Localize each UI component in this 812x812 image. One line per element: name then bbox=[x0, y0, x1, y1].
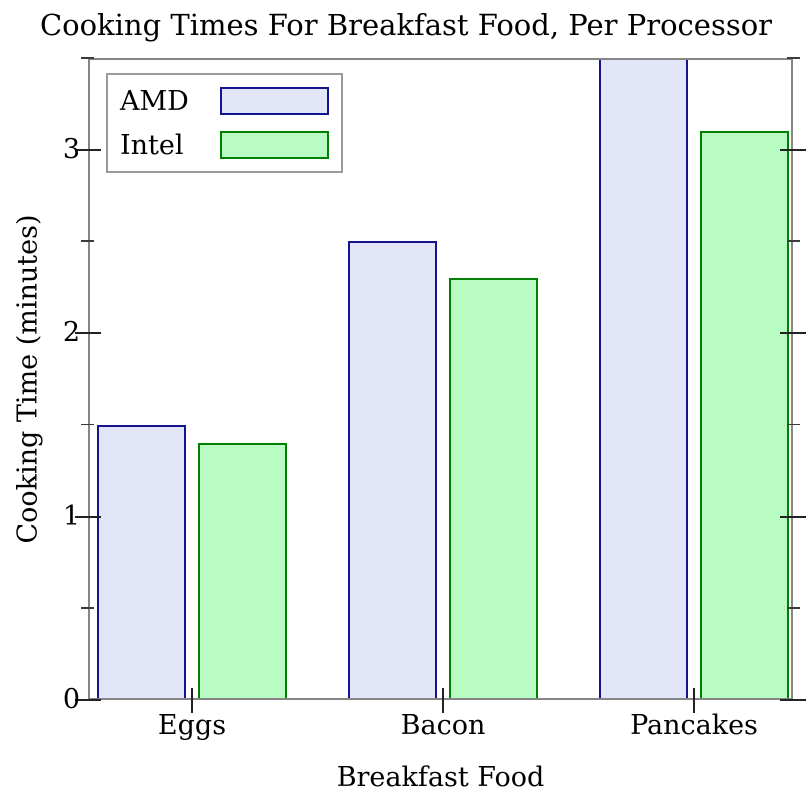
y-major-tick-right bbox=[780, 515, 806, 518]
bar-intel-pancakes bbox=[700, 131, 789, 700]
y-minor-tick-right bbox=[787, 240, 800, 243]
y-major-tick-right bbox=[780, 148, 806, 151]
y-minor-tick-right bbox=[787, 423, 800, 426]
y-minor-tick-right bbox=[787, 607, 800, 609]
y-minor-tick-left bbox=[81, 240, 94, 243]
y-major-tick-right bbox=[780, 699, 806, 701]
x-tick-label-eggs: Eggs bbox=[157, 710, 227, 741]
legend-swatch-intel bbox=[219, 131, 329, 159]
legend-swatch-amd bbox=[219, 87, 329, 115]
bar-intel-eggs bbox=[198, 443, 287, 700]
x-tick-label-bacon: Bacon bbox=[400, 710, 486, 741]
legend-item-intel: Intel bbox=[120, 130, 329, 161]
y-major-tick-right bbox=[780, 332, 806, 335]
bar-amd-eggs bbox=[97, 425, 186, 700]
legend-item-amd: AMD bbox=[120, 86, 329, 117]
y-tick-label: 2 bbox=[62, 317, 80, 349]
y-tick-label: 0 bbox=[62, 684, 80, 715]
y-minor-tick-left bbox=[81, 607, 94, 609]
bar-amd-pancakes bbox=[599, 58, 688, 700]
legend-label-intel: Intel bbox=[120, 129, 184, 161]
y-minor-tick-left bbox=[81, 423, 94, 426]
bars-layer bbox=[88, 58, 793, 700]
x-axis-title: Breakfast Food bbox=[336, 762, 545, 793]
y-major-tick-left bbox=[75, 699, 101, 701]
y-minor-tick-right bbox=[787, 57, 800, 59]
y-minor-tick-left bbox=[81, 57, 94, 59]
chart-title: Cooking Times For Breakfast Food, Per Pr… bbox=[39, 8, 773, 42]
x-tick-pancakes bbox=[693, 688, 695, 713]
legend-label-amd: AMD bbox=[120, 85, 189, 117]
x-tick-bacon bbox=[442, 688, 444, 713]
x-tick-eggs bbox=[191, 688, 193, 713]
bar-amd-bacon bbox=[348, 241, 437, 700]
y-axis-title: Cooking Time (minutes) bbox=[12, 214, 44, 544]
bar-intel-bacon bbox=[449, 278, 538, 700]
y-tick-label: 3 bbox=[62, 133, 80, 165]
y-tick-label: 1 bbox=[62, 500, 80, 532]
x-tick-label-pancakes: Pancakes bbox=[630, 710, 758, 741]
legend: AMD Intel bbox=[106, 73, 343, 173]
